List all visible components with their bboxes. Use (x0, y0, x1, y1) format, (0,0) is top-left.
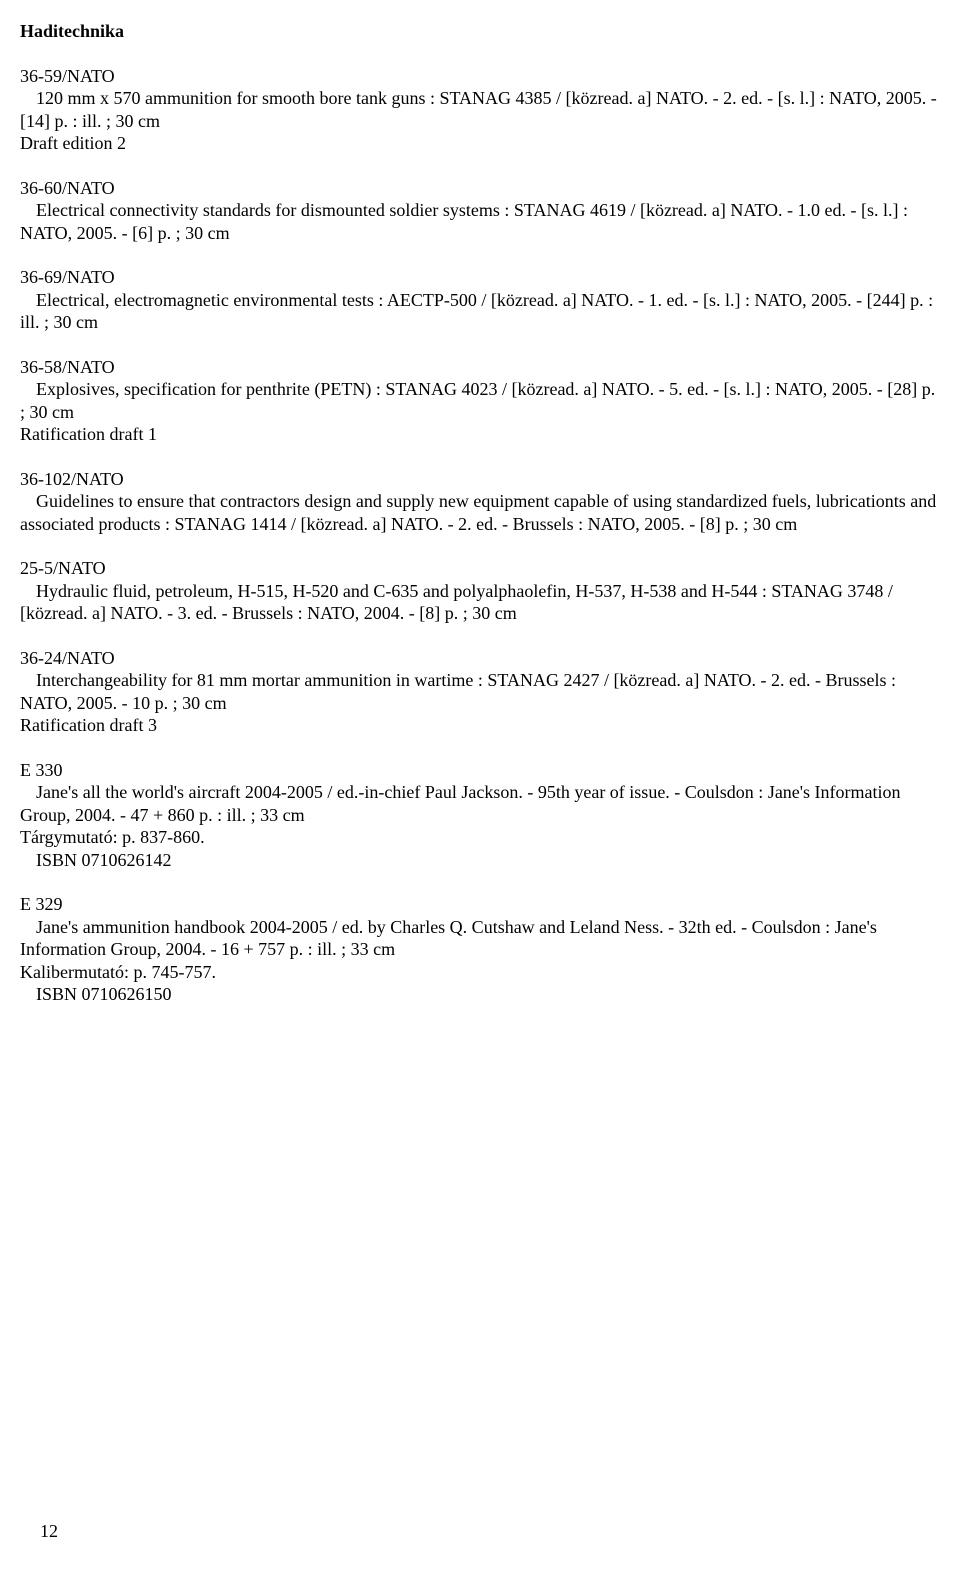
entry-note: Ratification draft 3 (20, 714, 940, 737)
entry-code: E 330 (20, 759, 940, 782)
bibliography-entry: 25-5/NATO Hydraulic fluid, petroleum, H-… (20, 557, 940, 625)
bibliography-entry: E 329 Jane's ammunition handbook 2004-20… (20, 893, 940, 1006)
page-number: 12 (40, 1520, 58, 1543)
entry-body: Explosives, specification for penthrite … (20, 378, 940, 423)
bibliography-entry: E 330 Jane's all the world's aircraft 20… (20, 759, 940, 872)
entry-note: Draft edition 2 (20, 132, 940, 155)
entry-body: Electrical connectivity standards for di… (20, 199, 940, 244)
entry-body: Jane's ammunition handbook 2004-2005 / e… (20, 916, 940, 961)
entry-body: Guidelines to ensure that contractors de… (20, 490, 940, 535)
entry-note: Kalibermutató: p. 745-757. (20, 961, 940, 984)
section-heading: Haditechnika (20, 20, 940, 43)
entry-note: Tárgymutató: p. 837-860. (20, 826, 940, 849)
bibliography-entry: 36-59/NATO 120 mm x 570 ammunition for s… (20, 65, 940, 155)
entry-code: 36-102/NATO (20, 468, 940, 491)
entry-isbn: ISBN 0710626150 (20, 983, 940, 1006)
page-container: Haditechnika 36-59/NATO 120 mm x 570 amm… (20, 20, 940, 1567)
entry-note: Ratification draft 1 (20, 423, 940, 446)
entry-code: 36-24/NATO (20, 647, 940, 670)
entry-code: 36-58/NATO (20, 356, 940, 379)
entry-body: 120 mm x 570 ammunition for smooth bore … (20, 87, 940, 132)
entry-code: E 329 (20, 893, 940, 916)
entry-body: Electrical, electromagnetic environmenta… (20, 289, 940, 334)
bibliography-entry: 36-69/NATO Electrical, electromagnetic e… (20, 266, 940, 334)
bibliography-entry: 36-102/NATO Guidelines to ensure that co… (20, 468, 940, 536)
entry-code: 36-69/NATO (20, 266, 940, 289)
entry-body: Hydraulic fluid, petroleum, H-515, H-520… (20, 580, 940, 625)
entry-body: Interchangeability for 81 mm mortar ammu… (20, 669, 940, 714)
entry-code: 36-59/NATO (20, 65, 940, 88)
bibliography-entry: 36-60/NATO Electrical connectivity stand… (20, 177, 940, 245)
entry-isbn: ISBN 0710626142 (20, 849, 940, 872)
entry-code: 36-60/NATO (20, 177, 940, 200)
bibliography-entry: 36-24/NATO Interchangeability for 81 mm … (20, 647, 940, 737)
entry-code: 25-5/NATO (20, 557, 940, 580)
entry-body: Jane's all the world's aircraft 2004-200… (20, 781, 940, 826)
bibliography-entry: 36-58/NATO Explosives, specification for… (20, 356, 940, 446)
